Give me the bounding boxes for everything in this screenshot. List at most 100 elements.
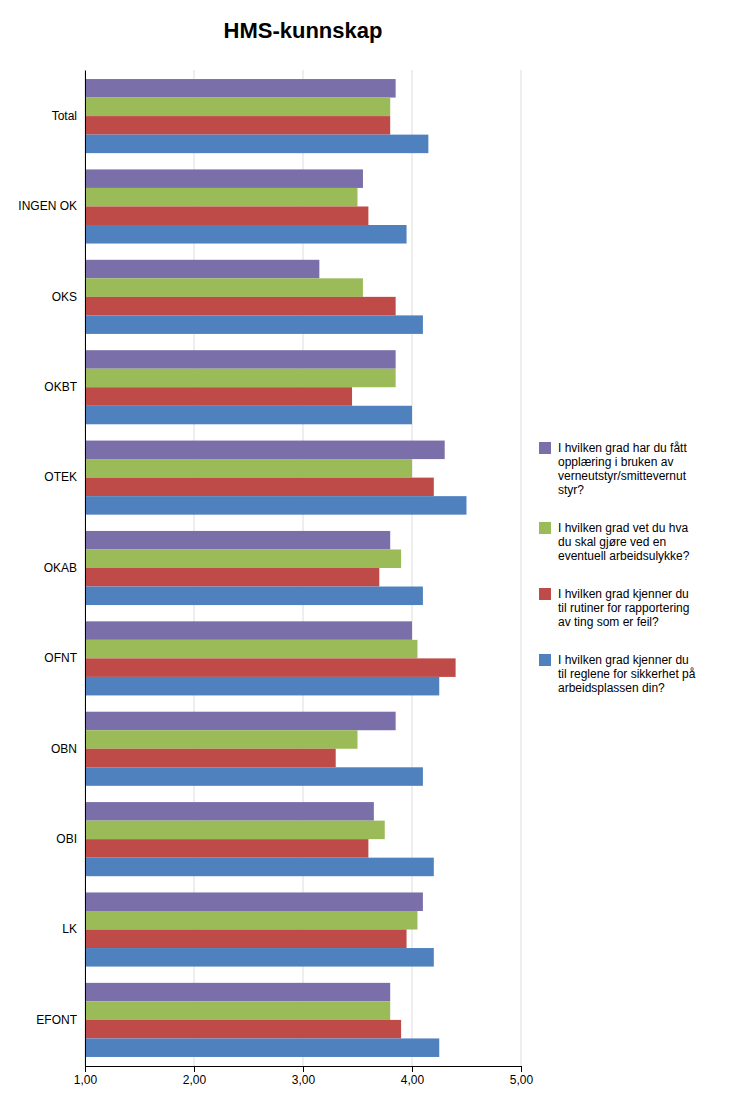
tick-label: LK <box>62 922 77 936</box>
bar <box>85 79 396 98</box>
bar <box>85 297 396 316</box>
legend-item: I hvilken grad kjenner dutil rutiner for… <box>539 587 689 629</box>
bar <box>85 621 412 640</box>
series <box>85 79 445 1001</box>
bar <box>85 387 352 406</box>
bar <box>85 658 456 677</box>
bars <box>85 79 467 1057</box>
plot: 1,00 2,00 3,00 4,00 5,00 EFONT LK OBI OBN OFNT OKA… <box>18 70 533 1087</box>
bar <box>85 116 390 135</box>
tick-mark <box>85 1066 86 1072</box>
bar <box>85 858 434 877</box>
bar <box>85 260 319 279</box>
tick-label: OKAB <box>44 561 77 575</box>
axis-line <box>85 71 86 1067</box>
bar <box>85 568 379 587</box>
bar <box>85 587 423 606</box>
legend-item: I hvilken grad har du fåttopplæring i br… <box>539 441 687 497</box>
bar <box>85 802 374 821</box>
grid <box>85 70 521 1066</box>
tick: OFNT <box>44 651 85 665</box>
bar <box>85 459 412 478</box>
tick-mark <box>521 1066 522 1072</box>
tick-label: OTEK <box>44 470 77 484</box>
legend-swatch <box>539 588 551 600</box>
bar <box>85 225 407 244</box>
tick: 4,00 <box>401 1066 425 1087</box>
bar <box>85 839 368 858</box>
legend: I hvilken grad har du fåttopplæring i br… <box>539 441 696 695</box>
bar <box>85 350 396 369</box>
tick-mark <box>303 1066 304 1072</box>
legend-swatch <box>539 654 551 666</box>
bar <box>85 278 363 297</box>
tick-mark <box>412 1066 413 1072</box>
legend-item: I hvilken grad kjenner dutil reglene for… <box>539 653 696 695</box>
series <box>85 116 456 1038</box>
grid-line <box>521 70 522 1066</box>
legend-swatch <box>539 522 551 534</box>
bar <box>85 1020 401 1039</box>
tick: Total <box>52 109 85 123</box>
bar <box>85 712 396 731</box>
bar <box>85 640 417 659</box>
bar <box>85 948 434 967</box>
bar <box>85 730 358 749</box>
tick: 1,00 <box>74 1066 98 1087</box>
tick-label: 4,00 <box>401 1073 425 1087</box>
tick-label: OKS <box>52 290 77 304</box>
bar <box>85 496 467 515</box>
title: HMS-kunnskap <box>224 18 383 43</box>
bar <box>85 983 390 1002</box>
tick: OKS <box>52 290 85 304</box>
tick-label: Total <box>52 109 77 123</box>
bar <box>85 169 363 188</box>
bar <box>85 930 407 949</box>
tick: EFONT <box>36 1013 85 1027</box>
tick: OBI <box>56 832 85 846</box>
bar <box>85 749 336 768</box>
legend-item: I hvilken grad vet du hvadu skal gjøre v… <box>539 521 690 563</box>
legend-label: I hvilken grad har du fåttopplæring i br… <box>558 441 687 497</box>
tick-label: OKBT <box>44 380 77 394</box>
tick: OKAB <box>44 561 85 575</box>
tick-label: 5,00 <box>510 1073 534 1087</box>
bar <box>85 892 423 911</box>
bar <box>85 98 390 117</box>
tick-mark <box>194 1066 195 1072</box>
tick: LK <box>62 922 85 936</box>
bar <box>85 821 385 840</box>
bar <box>85 531 390 550</box>
tick: 3,00 <box>292 1066 316 1087</box>
tick-label: INGEN OK <box>18 199 77 213</box>
bar <box>85 767 423 786</box>
tick-label: 1,00 <box>74 1073 98 1087</box>
bar <box>85 406 412 425</box>
axis-line <box>86 1067 522 1073</box>
legend-label: I hvilken grad vet du hvadu skal gjøre v… <box>558 521 690 563</box>
tick: 5,00 <box>510 1066 534 1087</box>
y-axis: EFONT LK OBI OBN OFNT OKAB OTEK OKBT OKS INGEN OK… <box>18 71 85 1067</box>
legend-label: I hvilken grad kjenner dutil reglene for… <box>558 653 696 695</box>
bar <box>85 315 423 334</box>
tick: INGEN OK <box>18 199 85 213</box>
legend-label: I hvilken grad kjenner dutil rutiner for… <box>558 587 689 629</box>
tick: OTEK <box>44 470 85 484</box>
tick: OBN <box>51 742 85 756</box>
series <box>85 98 417 1020</box>
bar <box>85 188 358 207</box>
tick-label: OBN <box>51 742 77 756</box>
tick: OKBT <box>44 380 85 394</box>
bar <box>85 911 417 930</box>
grid-line <box>85 70 86 1066</box>
tick: 2,00 <box>183 1066 207 1087</box>
bar <box>85 135 428 154</box>
tick-label: OFNT <box>44 651 77 665</box>
bar <box>85 549 401 568</box>
bar <box>85 478 434 497</box>
bar <box>85 369 396 388</box>
legend-swatch <box>539 442 551 454</box>
chart: HMS-kunnskap 1,00 2,00 3,00 4,00 5,00 EFONT LK O… <box>0 0 751 1116</box>
tick-label: 2,00 <box>183 1073 207 1087</box>
series <box>85 135 467 1057</box>
